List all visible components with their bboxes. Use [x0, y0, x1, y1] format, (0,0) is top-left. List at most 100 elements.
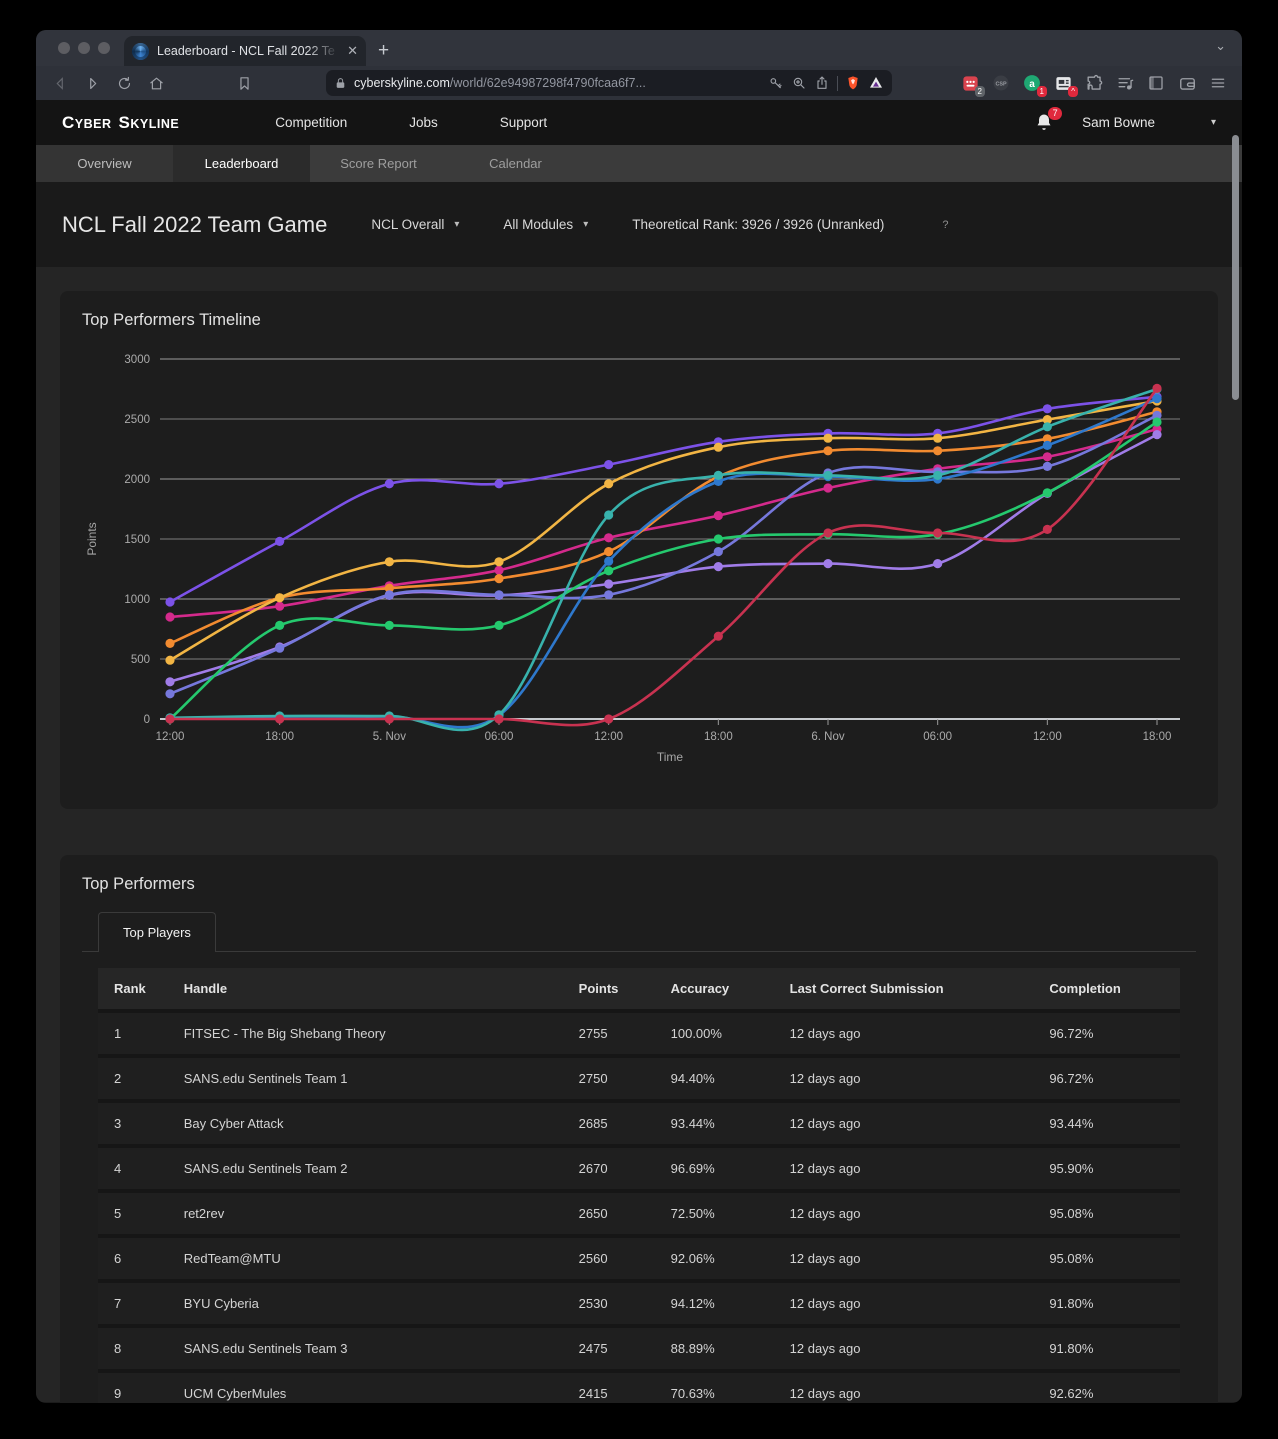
series-violet-point: [604, 460, 614, 470]
brave-rewards-icon[interactable]: [868, 75, 884, 91]
cell-handle: Bay Cyber Attack: [173, 1101, 569, 1148]
cell-rank: 7: [98, 1281, 174, 1328]
series-crimson-point: [494, 714, 504, 724]
cell-handle: UCM CyberMules: [173, 1371, 569, 1403]
main-content: Top Performers Timeline 0 500 1000 1500 2000…: [36, 267, 1242, 1403]
series-green-point: [1152, 417, 1162, 427]
series-magenta: [169, 427, 1158, 619]
tab-search-icon[interactable]: ⌄: [1215, 38, 1226, 53]
notifications-bell-icon[interactable]: 7: [1034, 106, 1063, 134]
column-header: Handle: [173, 968, 569, 1013]
table-row[interactable]: 7 BYU Cyberia 2530 94.12% 12 days ago 91.80%: [98, 1281, 1180, 1328]
series-crimson-point: [604, 714, 614, 724]
tab-score-report[interactable]: Score Report: [340, 156, 417, 171]
zoom-page-icon[interactable]: [791, 75, 807, 91]
series-periwinkle-point: [275, 643, 285, 653]
browser-tab[interactable]: Leaderboard - NCL Fall 2022 Te ✕: [124, 36, 366, 66]
site-favicon-icon: [132, 42, 149, 60]
sidebar-icon[interactable]: [1144, 71, 1168, 95]
forward-button[interactable]: [78, 70, 106, 96]
tab-leaderboard[interactable]: Leaderboard: [173, 145, 310, 182]
series-magenta-point: [823, 483, 833, 493]
ext-accessibility-icon[interactable]: a 1: [1020, 71, 1047, 97]
series-gold-point: [933, 433, 943, 443]
tab-top-players[interactable]: Top Players: [98, 912, 216, 952]
series-teal-point: [713, 470, 723, 480]
page-scrollbar[interactable]: [1232, 135, 1239, 400]
reload-button[interactable]: [110, 70, 138, 96]
user-name[interactable]: Sam Bowne: [1082, 115, 1155, 130]
nav-jobs[interactable]: Jobs: [409, 115, 438, 130]
series-gold-point: [165, 655, 175, 665]
new-tab-button[interactable]: +: [378, 40, 390, 61]
table-row[interactable]: 5 ret2rev 2650 72.50% 12 days ago 95.08%: [98, 1191, 1180, 1238]
playlist-icon[interactable]: [1113, 71, 1137, 95]
menu-hamburger-icon[interactable]: [1206, 71, 1230, 95]
series-gold-point: [275, 593, 285, 603]
series-gold-point: [384, 557, 394, 567]
series-periwinkle-point: [494, 590, 504, 600]
minimize-window-button[interactable]: [78, 42, 90, 54]
ext-news-icon[interactable]: ^: [1051, 71, 1078, 97]
cell-points: 2475: [568, 1326, 661, 1373]
series-orange-point: [604, 547, 614, 557]
ext-grid-icon[interactable]: 2: [958, 71, 985, 97]
address-bar[interactable]: cyberskyline.com/world/62e94987298f4790f…: [326, 70, 892, 96]
timeline-card: Top Performers Timeline 0 500 1000 1500 2000…: [60, 291, 1218, 809]
table-row[interactable]: 9 UCM CyberMules 2415 70.63% 12 days ago 92.6…: [98, 1371, 1180, 1403]
password-key-icon[interactable]: [768, 75, 784, 91]
series-lavender-point: [823, 559, 833, 569]
extensions-puzzle-icon[interactable]: [1082, 71, 1106, 95]
table-row[interactable]: 2 SANS.edu Sentinels Team 1 2750 94.40% 12 d…: [98, 1056, 1180, 1103]
svg-text:6. Nov: 6. Nov: [811, 731, 844, 743]
series-violet-point: [1042, 404, 1052, 414]
cyber-skyline-logo[interactable]: Cyber Skyline: [62, 113, 179, 133]
url-text: cyberskyline.com/world/62e94987298f4790f…: [354, 76, 646, 90]
table-row[interactable]: 1 FITSEC - The Big Shebang Theory 2755 100.…: [98, 1011, 1180, 1058]
column-header: Rank: [98, 968, 174, 1013]
lock-icon: [336, 77, 345, 88]
top-performers-card: Top Performers Top Players Rank Handle Poi…: [60, 855, 1218, 1403]
series-crimson-point: [275, 714, 285, 724]
ext-csp-icon[interactable]: CSP: [989, 71, 1013, 95]
svg-text:06:00: 06:00: [485, 731, 514, 743]
table-row[interactable]: 8 SANS.edu Sentinels Team 3 2475 88.89% 12 d…: [98, 1326, 1180, 1373]
nav-support[interactable]: Support: [499, 115, 548, 130]
timeline-chart[interactable]: 0 500 1000 1500 2000 2500 3000 12:00 18:00 5. Nov…: [82, 344, 1187, 784]
close-window-button[interactable]: [58, 42, 70, 54]
cell-points: 2755: [568, 1011, 661, 1058]
series-blue: [169, 397, 1158, 729]
nav-competition[interactable]: Competition: [275, 115, 348, 130]
zoom-window-button[interactable]: [98, 42, 110, 54]
table-header-row: Rank Handle Points Accuracy Last Correct Sub…: [98, 968, 1180, 1013]
table-row[interactable]: 4 SANS.edu Sentinels Team 2 2670 96.69% 12 d…: [98, 1146, 1180, 1193]
user-menu-caret-icon[interactable]: ▾: [1210, 117, 1216, 128]
tab-overview[interactable]: Overview: [36, 145, 173, 182]
cell-points: 2530: [568, 1281, 661, 1328]
leaderboard-table: Rank Handle Points Accuracy Last Correct Sub…: [98, 968, 1180, 1403]
brave-shield-icon[interactable]: [845, 75, 861, 91]
tab-close-icon[interactable]: ✕: [347, 43, 358, 58]
scope-dropdown[interactable]: NCL Overall ▾: [371, 217, 460, 232]
cell-last: 12 days ago: [779, 1101, 1040, 1148]
cell-handle: FITSEC - The Big Shebang Theory: [173, 1011, 569, 1058]
help-icon[interactable]: ?: [942, 218, 949, 231]
cell-last: 12 days ago: [779, 1011, 1040, 1058]
share-icon[interactable]: [814, 75, 830, 91]
home-button[interactable]: [142, 70, 170, 96]
cell-rank: 6: [98, 1236, 174, 1283]
cell-points: 2415: [568, 1371, 661, 1403]
table-row[interactable]: 3 Bay Cyber Attack 2685 93.44% 12 days ago 93…: [98, 1101, 1180, 1148]
bookmark-icon[interactable]: [230, 70, 258, 96]
page-title-bar: NCL Fall 2022 Team Game NCL Overall ▾ All…: [36, 182, 1242, 267]
series-gold-point: [604, 479, 614, 489]
series-violet-point: [165, 597, 175, 607]
wallet-icon[interactable]: [1175, 71, 1199, 95]
back-button[interactable]: [46, 70, 74, 96]
modules-dropdown[interactable]: All Modules ▾: [503, 217, 589, 232]
table-row[interactable]: 6 RedTeam@MTU 2560 92.06% 12 days ago 95.08%: [98, 1236, 1180, 1283]
cell-completion: 95.08%: [1039, 1191, 1180, 1238]
series-teal-point: [604, 510, 614, 520]
cell-rank: 1: [98, 1011, 174, 1058]
tab-calendar[interactable]: Calendar: [489, 156, 542, 171]
